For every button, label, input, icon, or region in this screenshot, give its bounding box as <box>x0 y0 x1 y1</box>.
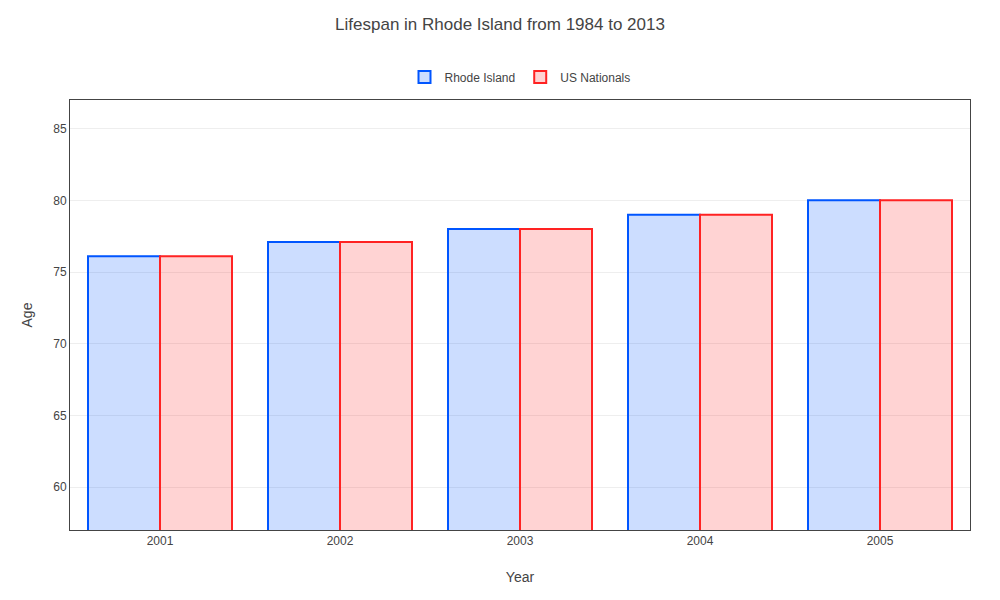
svg-text:US Nationals: US Nationals <box>560 71 630 85</box>
svg-text:65: 65 <box>53 409 67 423</box>
svg-text:2001: 2001 <box>147 534 174 548</box>
svg-text:60: 60 <box>53 480 67 494</box>
svg-text:75: 75 <box>53 265 67 279</box>
svg-text:70: 70 <box>53 337 67 351</box>
svg-text:2004: 2004 <box>687 534 714 548</box>
svg-text:2003: 2003 <box>507 534 534 548</box>
svg-text:85: 85 <box>53 122 67 136</box>
svg-text:Lifespan in Rhode Island from: Lifespan in Rhode Island from 1984 to 20… <box>335 15 665 34</box>
svg-text:2005: 2005 <box>867 534 894 548</box>
svg-text:Rhode Island: Rhode Island <box>445 71 516 85</box>
svg-text:Year: Year <box>506 569 535 585</box>
svg-text:80: 80 <box>53 194 67 208</box>
svg-text:2002: 2002 <box>327 534 354 548</box>
svg-text:Age: Age <box>19 302 35 327</box>
